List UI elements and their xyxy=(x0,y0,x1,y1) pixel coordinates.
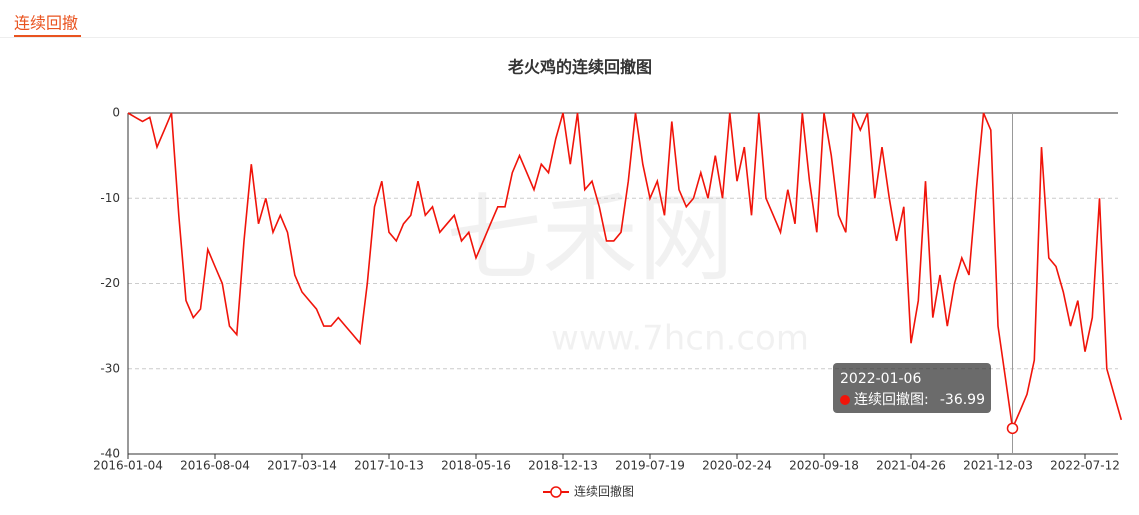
watermark: www.7hcn.com xyxy=(551,319,809,359)
x-tick-label: 2016-08-04 xyxy=(180,459,250,473)
y-tick-label: -30 xyxy=(100,361,120,375)
tooltip-value: -36.99 xyxy=(940,392,985,408)
tooltip-dot xyxy=(840,395,850,405)
x-tick-label: 2016-01-04 xyxy=(93,459,163,473)
x-tick-label: 2017-03-14 xyxy=(267,459,337,473)
line xyxy=(127,112,1123,432)
legend-label: 连续回撤图 xyxy=(574,484,634,499)
x-tick-label: 2022-07-12 xyxy=(1050,459,1120,473)
chart-title: 老火鸡的连续回撤图 xyxy=(507,58,652,77)
tab[interactable]: 连续回撤 xyxy=(14,14,78,33)
legend-icon xyxy=(550,486,562,498)
y-tick-label: 0 xyxy=(112,106,120,120)
x-tick-label: 2020-02-24 xyxy=(702,459,772,473)
y-tick-label: -10 xyxy=(100,191,120,205)
x-tick-label: 2018-05-16 xyxy=(441,459,511,473)
x-tick-label: 2018-12-13 xyxy=(528,459,598,473)
y-tick-label: -20 xyxy=(100,276,120,290)
tooltip-label: 连续回撤图: xyxy=(854,391,929,408)
x-tick-label: 2021-04-26 xyxy=(876,459,946,473)
x-tick-label: 2020-09-18 xyxy=(789,459,859,473)
y-tick-label: -40 xyxy=(100,447,120,461)
point xyxy=(1006,422,1019,435)
x-tick-label: 2021-12-03 xyxy=(963,459,1033,473)
tooltip-date: 2022-01-06 xyxy=(840,371,921,387)
watermark: 七禾网 xyxy=(446,182,734,294)
x-tick-label: 2017-10-13 xyxy=(354,459,424,473)
tooltip xyxy=(833,363,991,413)
x-tick-label: 2019-07-19 xyxy=(615,459,685,473)
